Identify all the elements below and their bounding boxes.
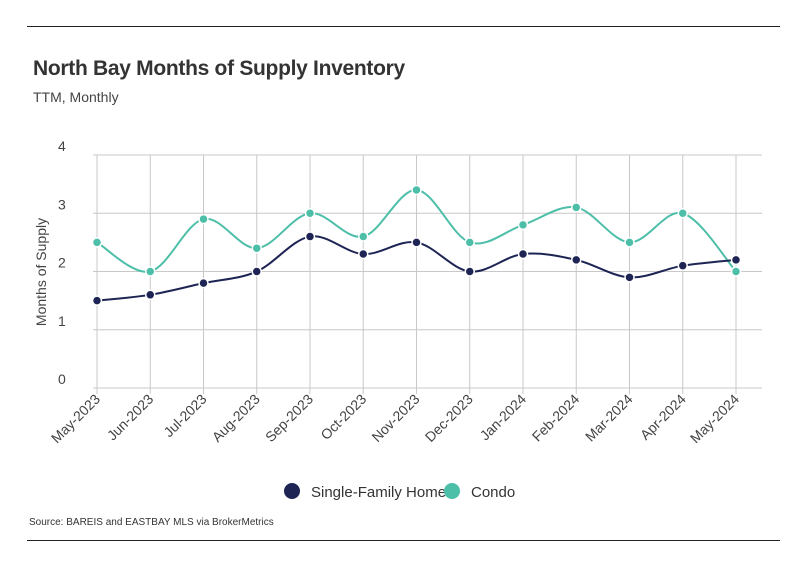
condo-point: [411, 184, 422, 196]
y-tick-label: 2: [58, 255, 66, 271]
single-family-home-point: [624, 272, 635, 283]
x-tick-label: Dec-2023: [422, 391, 476, 445]
legend-marker-condo: [444, 483, 460, 499]
source-note: Source: BAREIS and EASTBAY MLS via Broke…: [29, 517, 274, 528]
x-tick-label: May-2024: [687, 391, 742, 446]
condo-point: [198, 213, 209, 225]
x-tick-label: Apr-2024: [637, 391, 689, 443]
single-family-home-point: [304, 231, 316, 242]
top-rule: [27, 26, 780, 27]
x-tick-label: Oct-2023: [317, 391, 369, 443]
single-family-home-point: [571, 254, 582, 266]
x-tick-label: Feb-2024: [529, 391, 583, 445]
y-tick-label: 1: [58, 313, 66, 329]
legend-label-condo: Condo: [471, 484, 515, 501]
y-tick-label: 0: [58, 371, 66, 387]
x-tick-label: Nov-2023: [368, 391, 422, 445]
x-tick-label: Jan-2024: [477, 391, 530, 444]
x-tick-label: Aug-2023: [209, 391, 263, 445]
single-family-home-point: [145, 289, 156, 301]
y-axis-label: Months of Supply: [33, 218, 49, 326]
x-tick-label: Sep-2023: [262, 391, 316, 445]
legend-label-single-family-home: Single-Family Home: [311, 484, 446, 501]
x-tick-label: Mar-2024: [582, 391, 636, 445]
single-family-home-point: [358, 248, 369, 260]
condo-point: [571, 202, 582, 213]
condo-point: [145, 266, 156, 277]
condo-point: [517, 219, 529, 231]
condo-point: [677, 208, 688, 219]
condo-point: [464, 237, 475, 248]
x-tick-label: Jul-2023: [160, 391, 209, 440]
y-tick-label: 3: [58, 196, 66, 212]
condo-point: [624, 237, 635, 248]
condo-point: [251, 242, 262, 254]
legend-marker-single-family-home: [284, 483, 300, 499]
x-tick-label: May-2023: [48, 391, 103, 446]
condo-point: [358, 231, 369, 242]
single-family-home-point: [677, 260, 688, 271]
condo-point: [304, 208, 316, 219]
condo-point: [91, 237, 103, 248]
single-family-home-point: [411, 237, 422, 248]
chart-subtitle: TTM, Monthly: [33, 89, 119, 105]
chart-title: North Bay Months of Supply Inventory: [33, 57, 405, 80]
y-tick-label: 4: [58, 138, 66, 154]
single-family-home-point: [517, 248, 529, 260]
single-family-home-point: [464, 266, 475, 277]
single-family-home-point: [251, 266, 262, 277]
x-tick-label: Jun-2023: [104, 391, 157, 444]
bottom-rule: [27, 540, 780, 541]
single-family-home-point: [91, 295, 103, 306]
condo-point: [730, 266, 742, 277]
single-family-home-point: [198, 277, 209, 289]
single-family-home-point: [730, 254, 742, 266]
